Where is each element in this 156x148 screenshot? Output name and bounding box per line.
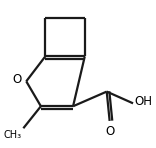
- Text: O: O: [13, 73, 22, 86]
- Text: CH₃: CH₃: [4, 130, 22, 140]
- Text: OH: OH: [134, 95, 153, 108]
- Text: O: O: [105, 125, 114, 138]
